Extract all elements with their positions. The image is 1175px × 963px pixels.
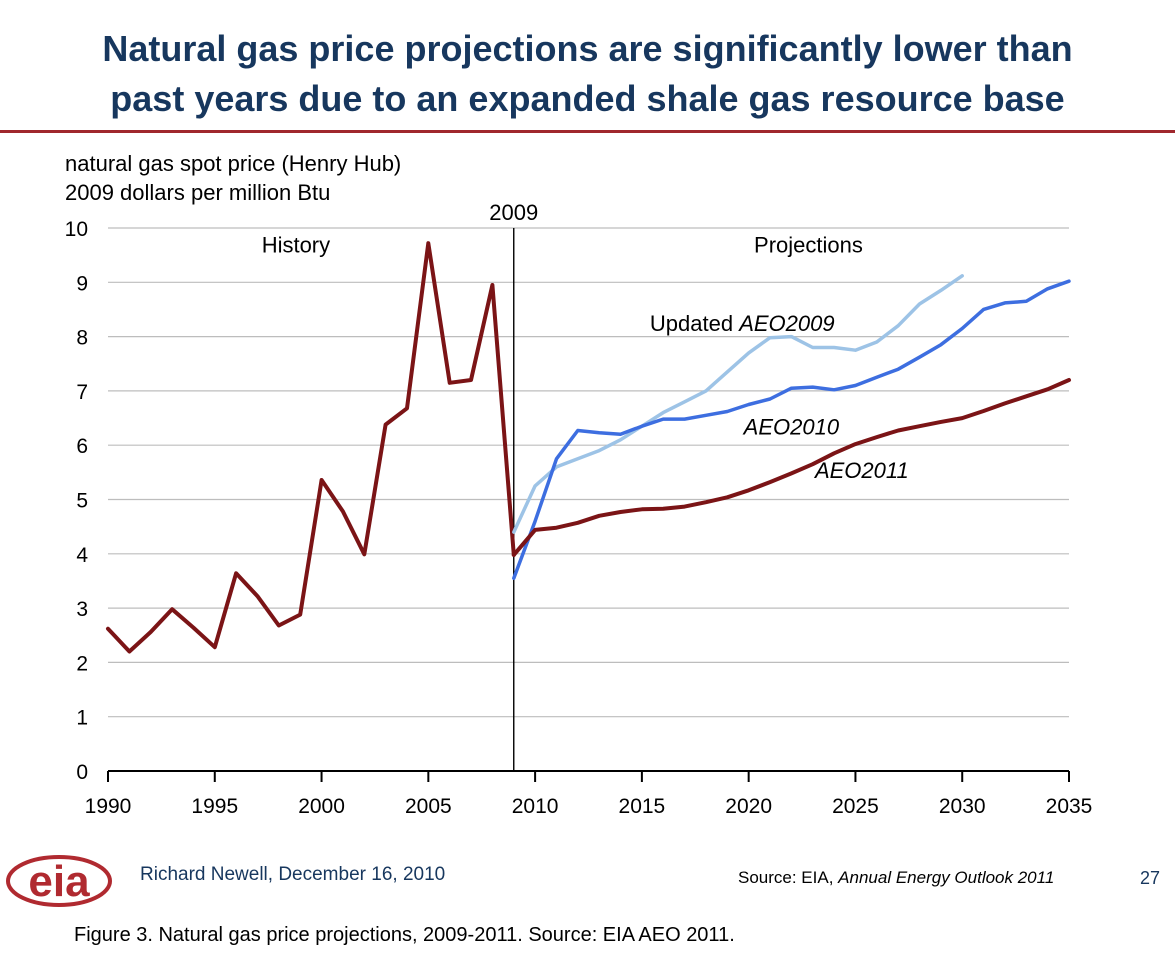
x-tick-label-2030: 2030 xyxy=(939,795,986,818)
series-line-aeo2010 xyxy=(512,279,1071,580)
x-tick-label-2015: 2015 xyxy=(619,795,666,818)
slide: Natural gas price projections are signif… xyxy=(0,24,1175,907)
eia-logo: eia xyxy=(4,852,114,915)
source-prefix: Source: EIA, xyxy=(738,868,839,887)
history-label: History xyxy=(262,232,330,257)
y-tick-label-2: 2 xyxy=(76,652,88,675)
x-tick-label-2020: 2020 xyxy=(725,795,772,818)
series-line-updated-aeo2009 xyxy=(512,274,964,534)
series-lines xyxy=(106,241,1071,654)
y-tick-label-3: 3 xyxy=(76,598,88,621)
footer-author: Richard Newell, December 16, 2010 xyxy=(140,864,446,885)
title-divider xyxy=(0,130,1175,133)
price-chart: natural gas spot price (Henry Hub) 2009 … xyxy=(65,151,1093,818)
y-tick-label-0: 0 xyxy=(76,761,88,784)
axes: 0 1 2 3 4 5 6 7 8 9 10 1990 1995 2000 2005 2010 2015 2020… xyxy=(65,218,1093,818)
x-tick-label-1995: 1995 xyxy=(191,795,238,818)
y-tick-label-8: 8 xyxy=(76,327,88,350)
y-axis-label-line-1: natural gas spot price (Henry Hub) xyxy=(65,151,401,176)
figure-caption: Figure 3. Natural gas price projections,… xyxy=(74,924,735,946)
annotations: 2009 History Projections Updated AEO2009 AEO… xyxy=(262,200,909,483)
slide-title: Natural gas price projections are signif… xyxy=(0,24,1175,124)
x-tick-label-2000: 2000 xyxy=(298,795,345,818)
y-tick-label-7: 7 xyxy=(76,381,88,404)
divider-label: 2009 xyxy=(489,200,538,225)
series-label-updated-aeo2009: Updated AEO2009 xyxy=(650,311,835,336)
y-tick-label-1: 1 xyxy=(76,707,88,730)
series-line-history xyxy=(106,241,516,654)
series-line-aeo2011 xyxy=(511,378,1071,557)
x-tick-label-2005: 2005 xyxy=(405,795,452,818)
x-tick-label-1990: 1990 xyxy=(85,795,132,818)
series-label-aeo2010: AEO2010 xyxy=(742,414,840,439)
y-tick-label-6: 6 xyxy=(76,435,88,458)
y-tick-label-5: 5 xyxy=(76,490,88,513)
x-tick-label-2010: 2010 xyxy=(512,795,559,818)
y-tick-label-10: 10 xyxy=(65,218,88,241)
x-tick-label-2025: 2025 xyxy=(832,795,879,818)
y-tick-label-4: 4 xyxy=(76,544,88,567)
source-title: Annual Energy Outlook 2011 xyxy=(838,868,1055,887)
y-tick-label-9: 9 xyxy=(76,272,88,295)
svg-text:eia: eia xyxy=(28,857,90,906)
slide-title-line-1: Natural gas price projections are signif… xyxy=(102,28,1073,69)
y-axis-label-line-2: 2009 dollars per million Btu xyxy=(65,180,330,205)
slide-title-line-2: past years due to an expanded shale gas … xyxy=(110,78,1065,119)
page-number: 27 xyxy=(1140,868,1161,888)
x-tick-label-2035: 2035 xyxy=(1046,795,1093,818)
footer-source: Source: EIA, Annual Energy Outlook 2011 xyxy=(738,868,1054,888)
projections-label: Projections xyxy=(754,232,863,257)
series-label-aeo2011: AEO2011 xyxy=(813,458,909,483)
